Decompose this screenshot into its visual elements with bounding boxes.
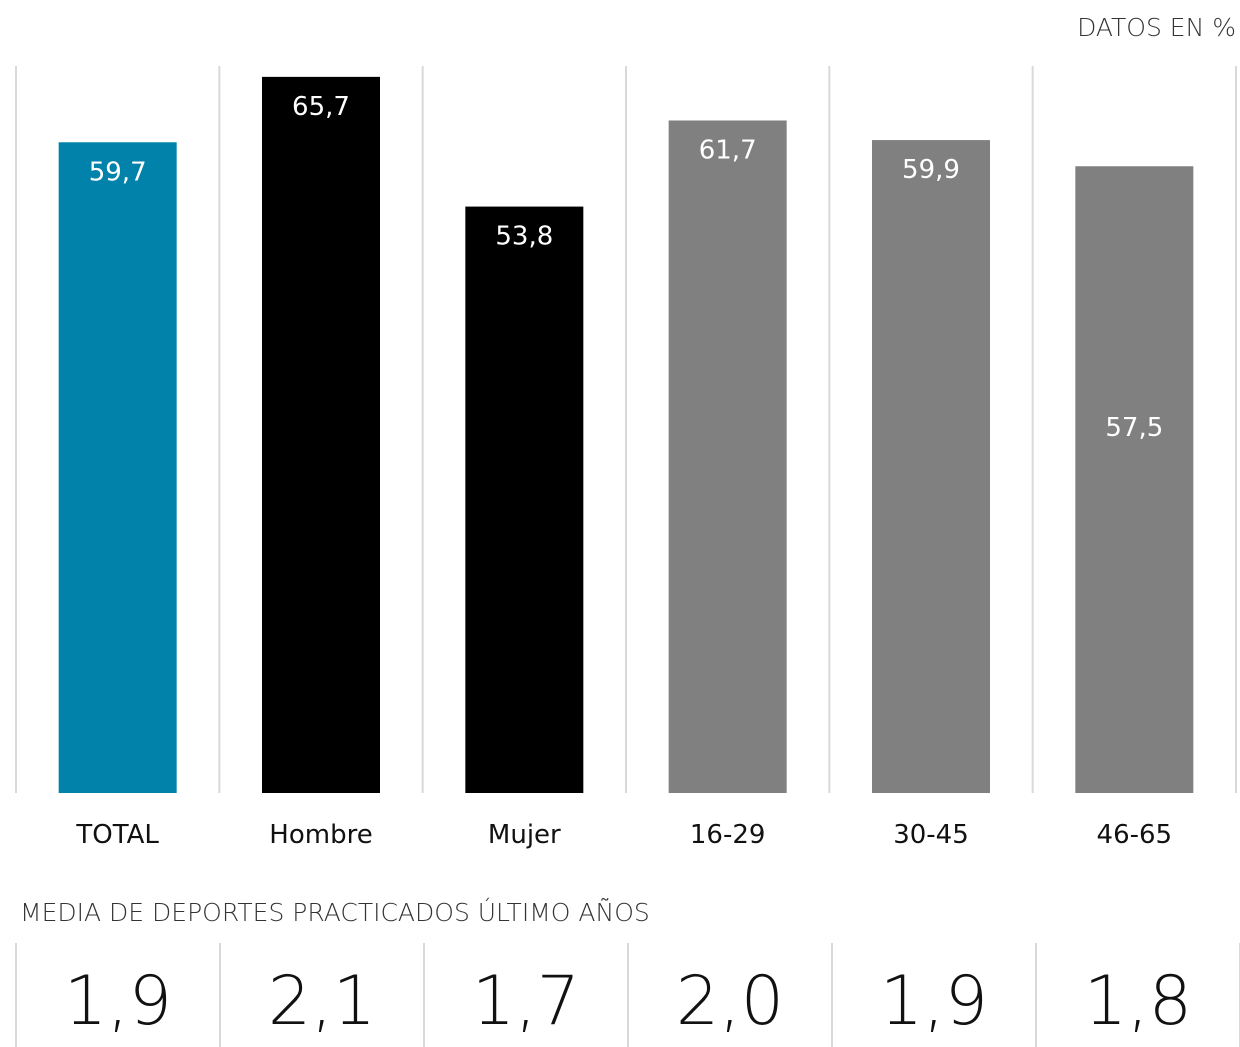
bars-group: [58, 76, 1194, 794]
bar-16-29: [668, 120, 787, 794]
average-value: 2,0: [676, 962, 784, 1041]
bar-30-45: [872, 140, 990, 794]
averages-separators: [15, 943, 1240, 1047]
bar-total: [58, 142, 177, 793]
average-value: 1,8: [1084, 962, 1192, 1041]
category-label: 30-45: [893, 820, 969, 850]
bar-value-label: 61,7: [699, 135, 757, 165]
category-labels-group: TOTAL Hombre Mujer 16-29 30-45 46-65: [75, 820, 1172, 850]
bar-hombre: [262, 76, 380, 794]
averages-values-group: 1,9 2,1 1,7 2,0 1,9 1,8: [64, 962, 1192, 1041]
column-separators: [15, 66, 1237, 793]
category-label: Hombre: [269, 820, 372, 850]
bar-labels-group: 59,7 65,7 53,8 61,7 59,9 57,5: [89, 92, 1164, 443]
bar-value-label: 65,7: [292, 92, 350, 122]
bar-value-label: 59,9: [902, 155, 960, 185]
bar-value-label: 53,8: [495, 222, 553, 252]
averages-title: MEDIA DE DEPORTES PRACTICADOS ÚLTIMO AÑO…: [20, 897, 650, 927]
category-label: 46-65: [1097, 820, 1173, 850]
category-label: 16-29: [690, 820, 766, 850]
average-value: 1,7: [472, 962, 580, 1041]
average-value: 1,9: [64, 962, 172, 1041]
bar-46-65: [1075, 166, 1194, 793]
average-value: 2,1: [268, 962, 376, 1041]
unit-label: DATOS EN %: [1077, 13, 1236, 42]
bar-mujer: [465, 206, 584, 793]
category-label: TOTAL: [75, 820, 159, 850]
bar-value-label: 59,7: [89, 157, 147, 187]
category-label: Mujer: [488, 820, 561, 850]
bar-value-label: 57,5: [1105, 413, 1163, 443]
average-value: 1,9: [880, 962, 988, 1041]
